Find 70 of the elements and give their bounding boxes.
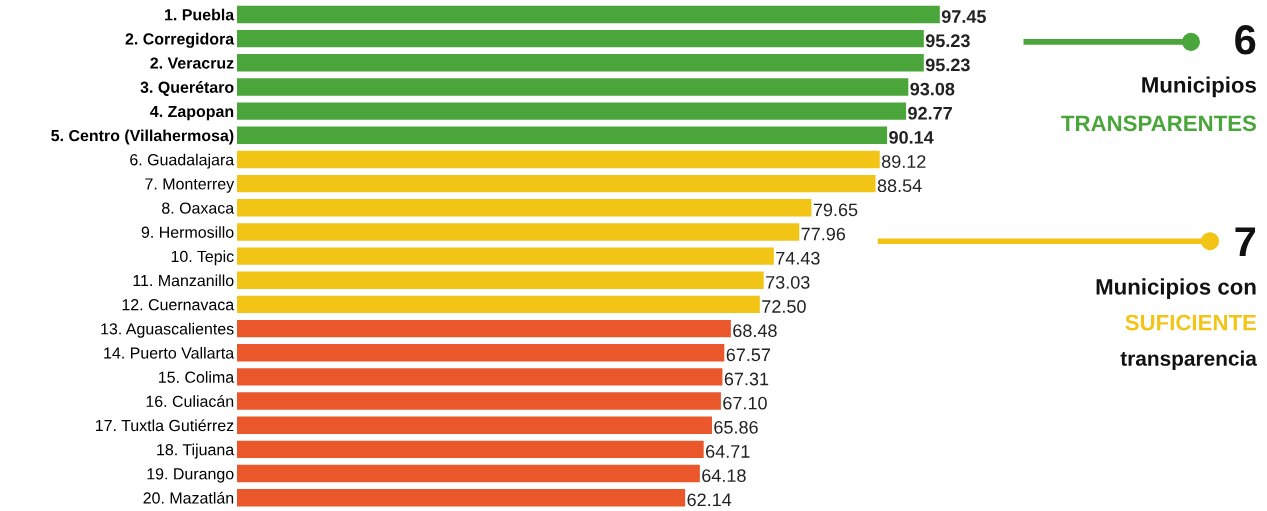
y-tick-label: 14. Puerto Vallarta (104, 346, 235, 359)
data-label: 97.45 (941, 10, 986, 23)
y-tick-label: 2. Corregidora (125, 32, 235, 48)
y-tick-label: 1. Puebla (165, 8, 235, 21)
y-tick-label: 11. Manzanillo (133, 274, 234, 287)
bar (236, 199, 812, 217)
data-label: 67.10 (723, 396, 767, 410)
y-tick-label: 18. Tijuana (157, 443, 235, 459)
bar (236, 319, 731, 338)
data-label: 73.03 (766, 275, 810, 289)
data-label: 95.23 (925, 58, 970, 72)
y-tick-label: 19. Durango (147, 468, 234, 483)
bar (236, 223, 800, 241)
y-tick-label: 6. Guadalajara (130, 153, 235, 169)
y-tick-label: 7. Monterrey (145, 178, 235, 193)
data-label: 65.86 (714, 420, 758, 434)
data-label: 62.14 (687, 493, 732, 507)
bar (236, 5, 940, 24)
text: 6 (1235, 25, 1256, 55)
bar (236, 54, 924, 72)
y-tick-label: 10. Tepic (171, 250, 234, 266)
data-label: 79.65 (813, 203, 858, 217)
bar (236, 440, 704, 459)
text: Municipios con (1096, 278, 1256, 300)
data-label: 67.31 (724, 372, 769, 386)
bar (236, 78, 909, 96)
bar (236, 344, 725, 362)
y-tick-label: 4. Zapopan (150, 105, 234, 121)
bar (236, 295, 760, 314)
bar (236, 247, 774, 265)
bar (236, 464, 700, 483)
data-label: 68.48 (733, 324, 777, 338)
data-label: 72.50 (762, 300, 806, 313)
y-tick-label: 17. Tuxtla Gutiérrez (96, 419, 234, 432)
bar (236, 489, 686, 507)
bar (236, 102, 907, 120)
data-label: 64.71 (706, 445, 750, 458)
bar (236, 150, 880, 169)
bar (236, 126, 888, 144)
y-tick-label: 2. Veracruz (150, 57, 234, 69)
data-label: 90.14 (889, 130, 934, 144)
text: 7 (1235, 227, 1256, 257)
text: transparencia (1120, 350, 1258, 370)
data-label: 93.08 (910, 82, 955, 96)
bar (236, 392, 721, 410)
bar (236, 174, 876, 193)
data-label: 88.54 (877, 179, 922, 193)
y-tick-label: 8. Oaxaca (162, 202, 235, 214)
bar (236, 416, 712, 434)
bar (236, 29, 924, 48)
y-tick-label: 16. Culiacán (146, 395, 234, 408)
data-label: 92.77 (908, 106, 952, 120)
text: TRANSPARENTES (1061, 115, 1256, 132)
bar (236, 271, 764, 289)
bar (236, 368, 723, 386)
y-tick-label: 13. Aguascalientes (101, 322, 234, 338)
data-label: 77.96 (801, 227, 846, 241)
data-label: 95.23 (925, 34, 970, 48)
y-tick-label: 15. Colima (159, 371, 235, 383)
text: Municipios (1142, 76, 1256, 98)
data-label: 64.18 (702, 469, 746, 483)
y-tick-label: 3. Querétaro (140, 81, 234, 96)
data-label: 67.57 (726, 348, 771, 362)
y-tick-label: 9. Hermosillo (141, 226, 234, 238)
y-tick-label: 12. Cuernavaca (122, 299, 235, 311)
text: SUFICIENTE (1125, 314, 1256, 331)
data-label: 74.43 (776, 251, 820, 265)
y-tick-label: 5. Centro (Villahermosa) (51, 129, 234, 145)
y-tick-label: 20. Mazatlán (143, 491, 234, 504)
data-label: 89.12 (881, 155, 926, 168)
